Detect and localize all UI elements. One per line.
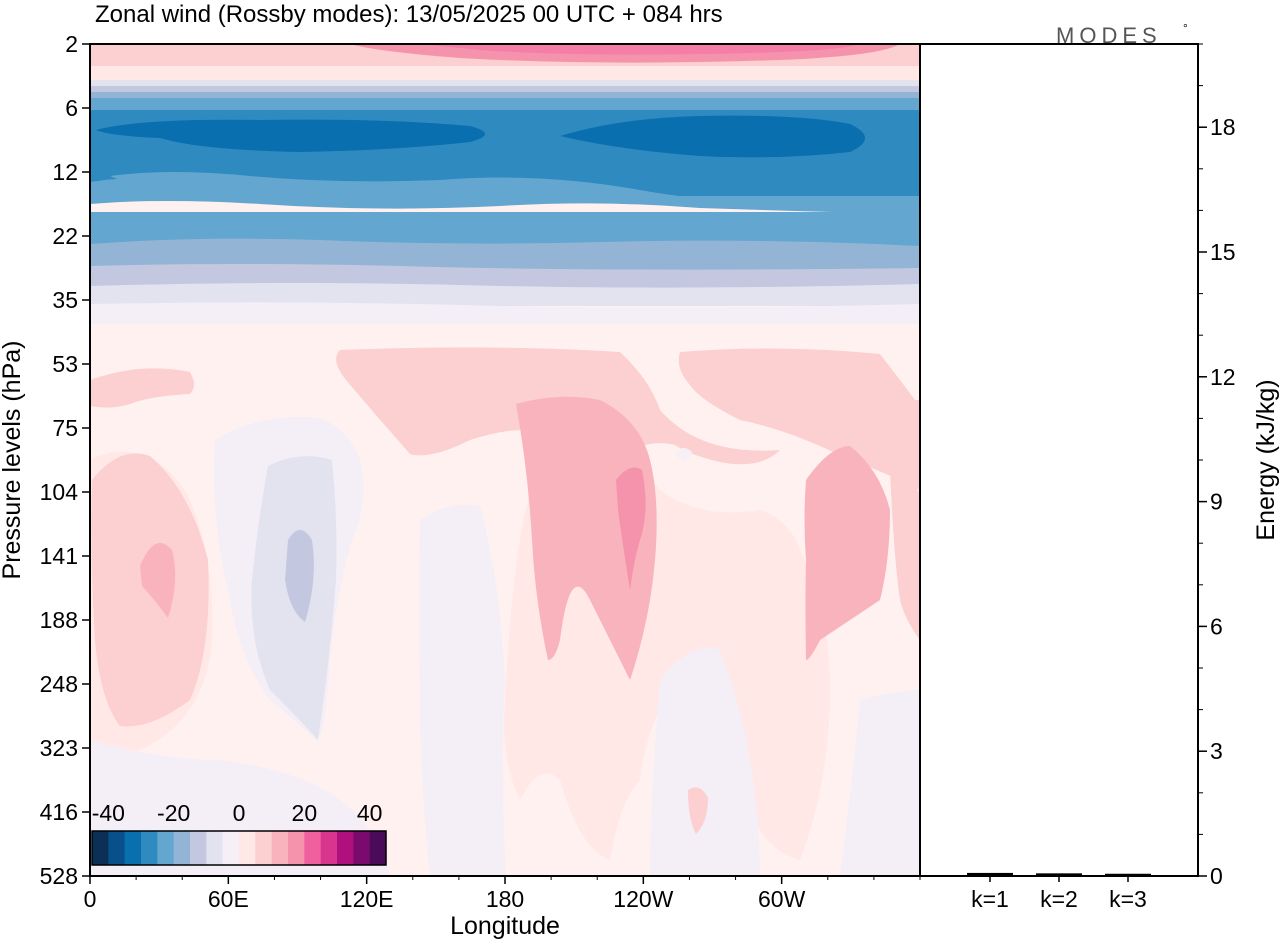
band-level-2-core <box>420 44 860 55</box>
x-axis-label: Longitude <box>450 912 560 940</box>
colorbar-swatch <box>206 831 223 865</box>
energy-bar <box>1105 873 1151 876</box>
colorbar-swatch <box>141 831 158 865</box>
colorbar-swatch <box>337 831 354 865</box>
neg-region-lower-center2 <box>650 648 760 876</box>
colorbar-swatch <box>124 831 142 865</box>
neg-region-lower-center <box>419 504 506 876</box>
modes-logo-mark: ° <box>1183 21 1188 35</box>
y-tick-label: 528 <box>40 863 78 889</box>
colorbar-swatch <box>288 831 305 865</box>
neg-core-60e <box>285 530 314 622</box>
colorbar-swatch <box>304 831 321 865</box>
jet-core-east <box>560 115 865 158</box>
band-level-35 <box>90 283 920 306</box>
y-tick-label: 6 <box>65 95 78 121</box>
colorbar-tick-label: 0 <box>233 800 246 826</box>
energy-bars: k=1 k=2 k=3 <box>967 872 1151 912</box>
y-axis: 2 6 12 22 35 53 75 104 141 188 248 323 416 528 <box>40 31 90 889</box>
y-tick-label: 323 <box>40 735 78 761</box>
band-level-30 <box>90 264 920 288</box>
band-level-7 <box>90 98 920 112</box>
pos-core-120w <box>616 467 646 590</box>
colorbar-swatch <box>173 831 191 865</box>
colorbar-tick-label: 20 <box>292 800 318 826</box>
pos-region-east-upper <box>678 348 920 490</box>
bar-panel-frame <box>919 43 1199 877</box>
pos-region-180w <box>516 396 657 680</box>
x-tick-label: 120W <box>613 886 673 912</box>
energy-tick-label: 12 <box>1210 364 1236 390</box>
colorbar-swatch <box>353 831 370 865</box>
colorbar-swatch <box>222 831 240 865</box>
chart-title: Zonal wind (Rossby modes): 13/05/2025 00… <box>95 1 723 28</box>
dot-pos <box>676 448 692 462</box>
x-tick-label: 60W <box>758 886 806 912</box>
colorbar-swatch <box>157 831 174 865</box>
pos-core-lower-small <box>688 787 708 834</box>
y-tick-label: 22 <box>52 223 78 249</box>
band-level-12 <box>90 196 920 214</box>
energy-bar <box>1036 873 1082 876</box>
y-tick-label: 75 <box>52 415 78 441</box>
energy-bar <box>967 872 1013 876</box>
bar-category-label: k=1 <box>971 886 1009 912</box>
colorbar-tick-label: -20 <box>157 800 190 826</box>
jet-core-west <box>96 119 485 152</box>
y-tick-label: 248 <box>40 671 78 697</box>
band-level-5 <box>90 86 920 94</box>
energy-axis: 0 3 6 9 12 15 18 <box>1198 43 1236 889</box>
heatmap-plot <box>90 44 920 876</box>
band-level-40 <box>90 302 920 324</box>
y-tick-label: 2 <box>65 31 78 57</box>
y-tick-label: 35 <box>52 287 78 313</box>
colorbar-swatch <box>271 831 289 865</box>
colorbar-swatch <box>239 831 256 865</box>
y-tick-label: 12 <box>52 159 78 185</box>
pos-core-west <box>140 542 176 618</box>
energy-tick-label: 9 <box>1210 489 1223 515</box>
colorbar: -40 -20 0 20 40 <box>91 800 387 866</box>
colorbar-swatch <box>92 831 109 865</box>
colorbar-tick-label: 40 <box>357 800 383 826</box>
colorbar-swatch <box>108 831 125 865</box>
colorbar-swatch <box>320 831 338 865</box>
colorbar-swatch <box>190 831 207 865</box>
x-axis: 0 60E 120E 180 120W 60W <box>84 876 921 912</box>
pos-region-west-upper <box>90 368 194 408</box>
energy-tick-label: 3 <box>1210 738 1223 764</box>
x-tick-label: 0 <box>84 886 97 912</box>
energy-tick-label: 0 <box>1210 863 1223 889</box>
x-tick-label: 120E <box>340 886 394 912</box>
y-tick-label: 141 <box>40 543 78 569</box>
energy-tick-label: 6 <box>1210 613 1223 639</box>
energy-axis-label: Energy (kJ/kg) <box>1252 379 1280 540</box>
band-level-22-edge <box>90 238 920 256</box>
colorbar-swatch <box>255 831 272 865</box>
y-tick-label: 53 <box>52 351 78 377</box>
y-tick-label: 188 <box>40 607 78 633</box>
colorbar-swatch <box>369 831 387 865</box>
neg-region-lower-east <box>840 690 920 876</box>
y-tick-label: 416 <box>40 799 78 825</box>
energy-tick-label: 15 <box>1210 239 1236 265</box>
colorbar-frame <box>91 830 387 866</box>
band-level-3 <box>90 66 920 82</box>
band-level-6 <box>90 92 920 99</box>
x-tick-label: 60E <box>208 886 249 912</box>
y-axis-label: Pressure levels (hPa) <box>0 341 26 580</box>
pos-region-east <box>804 446 890 660</box>
bar-category-label: k=3 <box>1109 886 1147 912</box>
band-level-4 <box>90 80 920 88</box>
colorbar-tick-label: -40 <box>92 800 125 826</box>
band-level-12-inner <box>90 172 920 204</box>
energy-tick-label: 18 <box>1210 114 1236 140</box>
pos-region-east-edge <box>890 470 920 640</box>
y-tick-label: 104 <box>40 479 79 505</box>
x-tick-label: 180 <box>486 886 524 912</box>
bar-category-label: k=2 <box>1040 886 1078 912</box>
